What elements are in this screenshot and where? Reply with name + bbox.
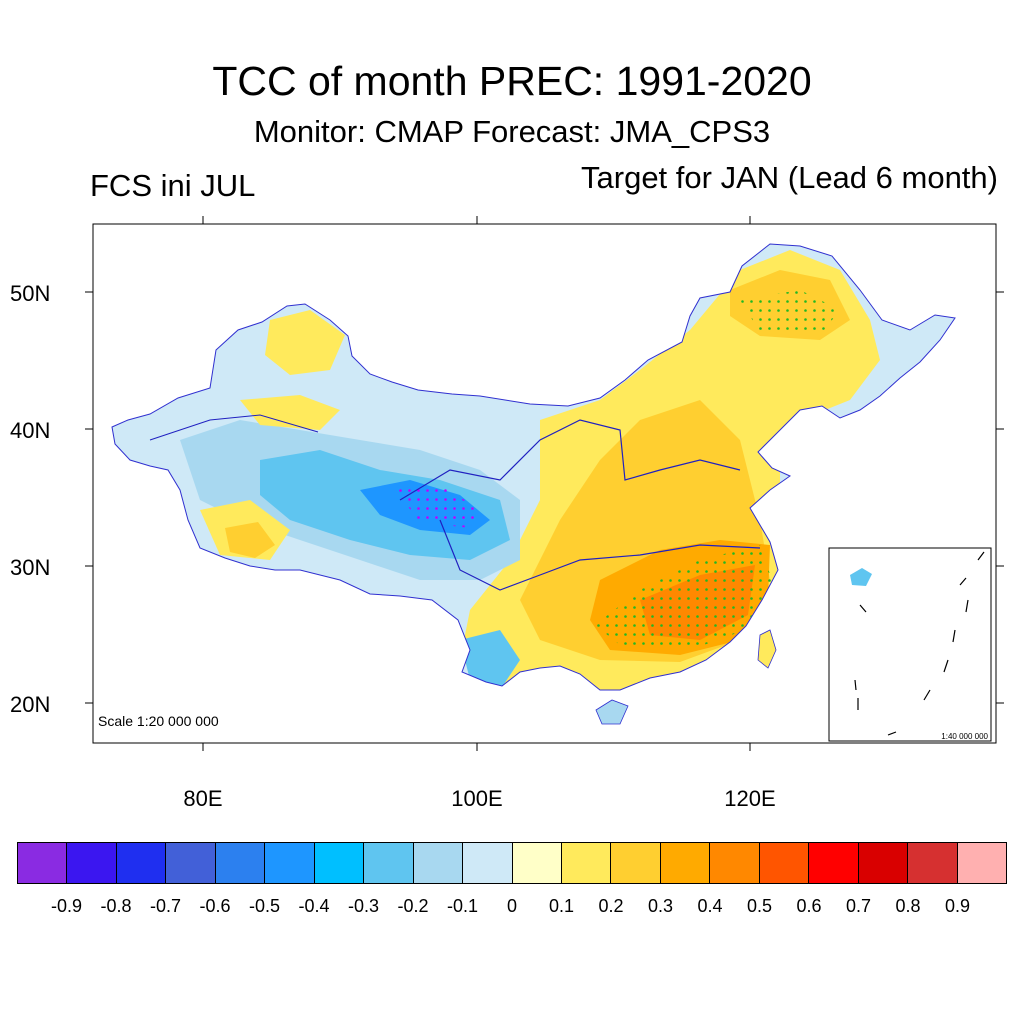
scale-text: Scale 1:20 000 000	[98, 713, 219, 729]
colorbar-label: -0.5	[248, 896, 281, 916]
stipple-northeast	[740, 290, 840, 335]
lon-label-120e: 120E	[724, 786, 775, 811]
river-tarim	[149, 414, 319, 441]
colorbar-labels: -0.9 -0.8 -0.7 -0.6 -0.5 -0.4 -0.3 -0.2 -0.1 0 0.1…	[17, 896, 1007, 920]
target-label: Target for JAN (Lead 6 month)	[581, 160, 998, 195]
inset-dash-lines	[854, 551, 985, 736]
colorbar-cell	[512, 843, 562, 883]
inset-hainan	[850, 568, 872, 586]
colorbar-label: 0.1	[548, 896, 575, 916]
colorbar-label: -0.8	[100, 896, 132, 916]
lat-label-50n: 50N	[10, 281, 50, 306]
colorbar-cell	[611, 843, 661, 883]
colorbar-label: 0.3	[647, 896, 674, 916]
river-yellow	[399, 419, 741, 501]
colorbar-label: -0.2	[397, 896, 429, 916]
colorbar-label: -0.1	[446, 896, 479, 916]
island-hainan	[595, 699, 629, 725]
colorbar-cell	[908, 843, 958, 883]
colorbar-label: 0.2	[598, 896, 624, 916]
colorbar-cell	[18, 843, 68, 883]
lat-label-30n: 30N	[10, 555, 50, 580]
south-china-sea-inset: 1:40 000 000	[828, 547, 992, 742]
colorbar-cell	[710, 843, 760, 883]
colorbar-label: -0.4	[298, 896, 330, 916]
colorbar-cell	[67, 843, 117, 883]
chart-title: TCC of month PREC: 1991-2020	[212, 58, 812, 104]
lat-label-40n: 40N	[10, 418, 50, 443]
island-taiwan	[757, 629, 777, 669]
colorbar-label: 0	[506, 896, 518, 916]
colorbar-cell	[314, 843, 365, 883]
river-yangtze	[439, 519, 761, 591]
colorbar-cell	[413, 843, 464, 883]
colorbar-label: 0.9	[944, 896, 971, 916]
colorbar	[17, 842, 1007, 884]
colorbar-cell	[265, 843, 315, 883]
stipple-southeast	[595, 545, 772, 650]
colorbar-label: -0.9	[50, 896, 83, 916]
field-xinjiang-yellow	[265, 310, 345, 375]
field-central-yellow	[240, 395, 340, 430]
lon-label-80e: 80E	[183, 786, 222, 811]
lon-label-100e: 100E	[451, 786, 502, 811]
colorbar-cell	[463, 843, 513, 883]
inset-scale-text: 1:40 000 000	[941, 732, 988, 741]
colorbar-cell	[561, 843, 612, 883]
colorbar-label: 0.7	[845, 896, 872, 916]
china-border	[111, 243, 956, 691]
colorbar-label: 0.4	[697, 896, 723, 916]
colorbar-label: 0.8	[895, 896, 921, 916]
lat-label-20n: 20N	[10, 692, 50, 717]
colorbar-cell	[660, 843, 711, 883]
colorbar-cell	[809, 843, 859, 883]
colorbar-cell	[364, 843, 414, 883]
colorbar-cell	[957, 843, 1007, 883]
field-south-negative	[460, 630, 520, 690]
colorbar-cell	[116, 843, 167, 883]
colorbar-label: 0.6	[796, 896, 822, 916]
colorbar-label: -0.7	[149, 896, 182, 916]
field-southwest-orange	[225, 522, 275, 558]
colorbar-cell	[166, 843, 216, 883]
colorbar-label: -0.6	[199, 896, 231, 916]
stipple-tibet	[395, 484, 480, 528]
axis-ticks	[85, 216, 1004, 751]
init-label: FCS ini JUL	[90, 168, 256, 203]
colorbar-cell	[759, 843, 810, 883]
chart-subtitle: Monitor: CMAP Forecast: JMA_CPS3	[253, 114, 771, 149]
colorbar-cell	[215, 843, 266, 883]
colorbar-cell	[858, 843, 909, 883]
colorbar-label: -0.3	[347, 896, 380, 916]
colorbar-label: 0.5	[746, 896, 773, 916]
